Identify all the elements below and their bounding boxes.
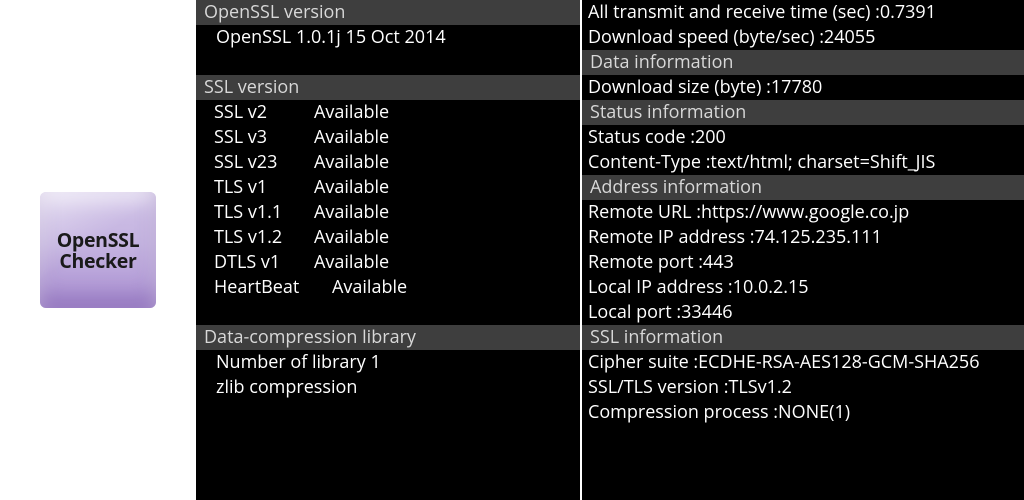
address-row: Local IP address :10.0.2.15	[582, 275, 1024, 300]
status-row: Status code :200	[582, 125, 1024, 150]
icon-pane: OpenSSL Checker	[0, 0, 196, 500]
address-info-header: Address information	[582, 175, 1024, 200]
app-icon-label: OpenSSL Checker	[57, 229, 140, 272]
ssl-info-row: Compression process :NONE(1)	[582, 400, 1024, 425]
ssl-row-label: DTLS v1	[214, 250, 314, 275]
ssl-row-label: TLS v1.1	[214, 200, 314, 225]
timing-row: Download speed (byte/sec) :24055	[582, 25, 1024, 50]
app-icon: OpenSSL Checker	[40, 192, 156, 308]
ssl-row-value: Available	[332, 275, 407, 300]
ssl-info-header: SSL information	[582, 325, 1024, 350]
left-column: OpenSSL version OpenSSL 1.0.1j 15 Oct 20…	[196, 0, 580, 500]
openssl-version-header: OpenSSL version	[196, 0, 580, 25]
data-info-header: Data information	[582, 50, 1024, 75]
ssl-row: HeartBeat Available	[196, 275, 580, 300]
ssl-row-label: SSL v2	[214, 100, 314, 125]
ssl-version-header: SSL version	[196, 75, 580, 100]
ssl-row-value: Available	[314, 225, 389, 250]
app-root: OpenSSL Checker OpenSSL version OpenSSL …	[0, 0, 1024, 500]
ssl-row-label: TLS v1	[214, 175, 314, 200]
info-panels: OpenSSL version OpenSSL 1.0.1j 15 Oct 20…	[196, 0, 1024, 500]
gap	[196, 50, 580, 75]
ssl-row-value: Available	[314, 125, 389, 150]
ssl-row-label: HeartBeat	[214, 275, 332, 300]
address-row: Local port :33446	[582, 300, 1024, 325]
timing-row: All transmit and receive time (sec) :0.7…	[582, 0, 1024, 25]
gap	[196, 300, 580, 325]
ssl-row-label: TLS v1.2	[214, 225, 314, 250]
address-row: Remote port :443	[582, 250, 1024, 275]
ssl-row: TLS v1 Available	[196, 175, 580, 200]
ssl-row-value: Available	[314, 100, 389, 125]
app-icon-line2: Checker	[57, 250, 140, 271]
ssl-row-label: SSL v23	[214, 150, 314, 175]
ssl-info-row: Cipher suite :ECDHE-RSA-AES128-GCM-SHA25…	[582, 350, 1024, 375]
ssl-row: TLS v1.2 Available	[196, 225, 580, 250]
ssl-row: TLS v1.1 Available	[196, 200, 580, 225]
ssl-info-row: SSL/TLS version :TLSv1.2	[582, 375, 1024, 400]
right-column: All transmit and receive time (sec) :0.7…	[582, 0, 1024, 500]
compression-row: zlib compression	[196, 375, 580, 400]
address-row: Remote URL :https://www.google.co.jp	[582, 200, 1024, 225]
openssl-version-value: OpenSSL 1.0.1j 15 Oct 2014	[196, 25, 580, 50]
ssl-row-value: Available	[314, 200, 389, 225]
ssl-row-value: Available	[314, 150, 389, 175]
status-row: Content-Type :text/html; charset=Shift_J…	[582, 150, 1024, 175]
address-row: Remote IP address :74.125.235.111	[582, 225, 1024, 250]
data-info-row: Download size (byte) :17780	[582, 75, 1024, 100]
compression-row: Number of library 1	[196, 350, 580, 375]
status-info-header: Status information	[582, 100, 1024, 125]
ssl-row: SSL v2 Available	[196, 100, 580, 125]
ssl-row-value: Available	[314, 250, 389, 275]
ssl-row-value: Available	[314, 175, 389, 200]
compression-header: Data-compression library	[196, 325, 580, 350]
ssl-row: SSL v3 Available	[196, 125, 580, 150]
ssl-row: SSL v23 Available	[196, 150, 580, 175]
ssl-row: DTLS v1 Available	[196, 250, 580, 275]
ssl-row-label: SSL v3	[214, 125, 314, 150]
